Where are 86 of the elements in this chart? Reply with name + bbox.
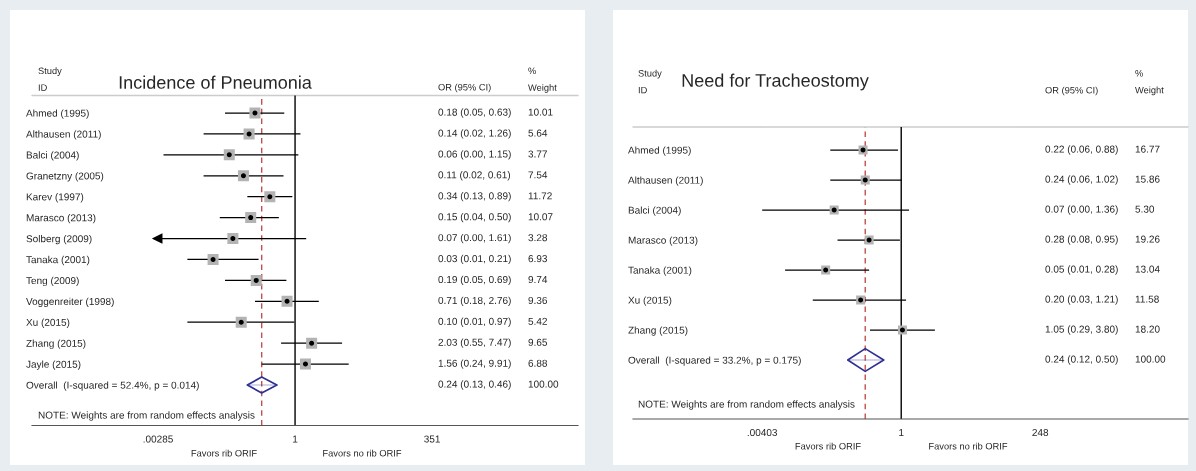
annotation: 6.93 xyxy=(528,255,548,263)
annotation: 0.22 (0.06, 0.88) xyxy=(1045,145,1118,155)
y-tick-label: Balci (2004) xyxy=(26,151,79,161)
annotation: 0.24 (0.06, 1.02) xyxy=(1045,175,1118,185)
annotation: 3.28 xyxy=(528,234,548,242)
annotation: 18.20 xyxy=(1135,325,1160,333)
y-tick-label: Granetzny (2005) xyxy=(26,172,104,182)
text: NOTE: Weights are from random effects analysis xyxy=(38,411,255,421)
y-tick-label: Karev (1997) xyxy=(26,193,84,203)
y-tick-label: Voggenreiter (1998) xyxy=(26,297,114,308)
annotation: 0.20 (0.03, 1.21) xyxy=(1045,295,1118,305)
annotation: 10.01 xyxy=(528,108,553,116)
annotation: 0.18 (0.05, 0.63) xyxy=(438,108,511,118)
y-tick-label: Xu (2015) xyxy=(26,318,70,328)
y-tick-label: Ahmed (1995) xyxy=(628,146,691,156)
annotation: 0.15 (0.04, 0.50) xyxy=(438,212,511,223)
annotation: 9.74 xyxy=(528,275,548,284)
x-tick-label: 248 xyxy=(1032,428,1049,437)
annotation: 0.19 (0.05, 0.69) xyxy=(438,275,511,286)
y-tick-label: Althausen (2011) xyxy=(26,130,101,140)
y-tick-label: Overall (I-squared = 52.4%, p = 0.014) xyxy=(26,381,199,391)
y-tick-label: Teng (2009) xyxy=(26,276,79,287)
text: % Weight xyxy=(1135,70,1164,96)
text: OR (95% CI) xyxy=(1045,86,1098,96)
y-tick-label: Tanaka (2001) xyxy=(26,255,90,266)
annotation: 0.14 (0.02, 1.26) xyxy=(438,129,511,139)
text: NOTE: Weights are from random effects analysis xyxy=(638,400,855,410)
annotation: 19.26 xyxy=(1135,235,1160,243)
annotation: 0.11 (0.02, 0.61) xyxy=(438,171,511,181)
annotation: 1.05 (0.29, 3.80) xyxy=(1045,325,1118,335)
annotation: 10.07 xyxy=(528,213,553,221)
y-tick-label: Ahmed (1995) xyxy=(26,109,89,119)
chart-title: Incidence of Pneumonia xyxy=(119,75,312,89)
annotation: 0.24 (0.13, 0.46) xyxy=(438,380,511,390)
annotation: 15.86 xyxy=(1135,175,1160,183)
x-tick-label: 1 xyxy=(293,435,298,443)
y-tick-label: Tanaka (2001) xyxy=(628,266,692,276)
annotation: 16.77 xyxy=(1135,145,1160,153)
annotation: 0.71 (0.18, 2.76) xyxy=(438,296,511,306)
annotation: 100.00 xyxy=(1135,355,1166,363)
annotation: 5.30 xyxy=(1135,205,1155,213)
annotation: 2.03 (0.55, 7.47) xyxy=(438,338,511,348)
annotation: 0.07 (0.00, 1.36) xyxy=(1045,205,1118,215)
annotation: 5.64 xyxy=(528,129,548,137)
text: Favors no rib ORIF xyxy=(929,442,1008,450)
y-tick-label: Marasco (2013) xyxy=(26,213,96,224)
x-tick-label: .00285 xyxy=(143,435,173,443)
text: Study ID xyxy=(38,67,62,91)
annotation: 9.36 xyxy=(528,296,548,304)
annotation: 5.42 xyxy=(528,317,547,325)
y-tick-label: Althausen (2011) xyxy=(628,176,703,186)
y-tick-label: Jayle (2015) xyxy=(26,360,81,370)
annotation: 11.58 xyxy=(1135,295,1159,303)
text: Favors rib ORIF xyxy=(795,442,861,450)
annotation: 6.88 xyxy=(528,359,548,367)
x-tick-label: 1 xyxy=(899,429,904,436)
chart-title: Need for Tracheostomy xyxy=(682,73,869,91)
annotation: 0.05 (0.01, 0.28) xyxy=(1045,265,1118,275)
y-tick-label: Solberg (2009) xyxy=(26,234,92,245)
annotation: 0.10 (0.01, 0.97) xyxy=(438,317,511,327)
annotation: 11.72 xyxy=(528,192,552,200)
text: Favors rib ORIF xyxy=(191,449,257,457)
y-tick-label: Zhang (2015) xyxy=(628,326,688,336)
annotation: 13.04 xyxy=(1135,265,1160,273)
text: % Weight xyxy=(528,67,557,93)
annotation: 1.56 (0.24, 9.91) xyxy=(438,359,511,369)
x-tick-label: 351 xyxy=(424,435,440,443)
annotation: 100.00 xyxy=(528,380,559,388)
annotation: 7.54 xyxy=(528,171,548,179)
y-tick-label: Zhang (2015) xyxy=(26,339,86,349)
annotation: 0.07 (0.00, 1.61) xyxy=(438,233,511,244)
annotation: 0.34 (0.13, 0.89) xyxy=(438,192,511,202)
y-tick-label: Marasco (2013) xyxy=(628,236,698,246)
annotation: 9.65 xyxy=(528,338,548,346)
y-tick-label: Xu (2015) xyxy=(628,296,672,306)
annotation: 3.77 xyxy=(528,150,547,158)
text: OR (95% CI) xyxy=(438,83,491,93)
y-tick-label: Balci (2004) xyxy=(628,206,681,216)
text: Study ID xyxy=(638,69,662,94)
annotation: 0.24 (0.12, 0.50) xyxy=(1045,355,1118,365)
text: Favors no rib ORIF xyxy=(323,449,402,457)
annotation: 0.06 (0.00, 1.15) xyxy=(438,150,511,160)
annotation: 0.03 (0.01, 0.21) xyxy=(438,254,511,265)
annotation: 0.28 (0.08, 0.95) xyxy=(1045,235,1118,245)
y-tick-label: Overall (I-squared = 33.2%, p = 0.175) xyxy=(628,356,801,366)
x-tick-label: .00403 xyxy=(747,428,778,437)
